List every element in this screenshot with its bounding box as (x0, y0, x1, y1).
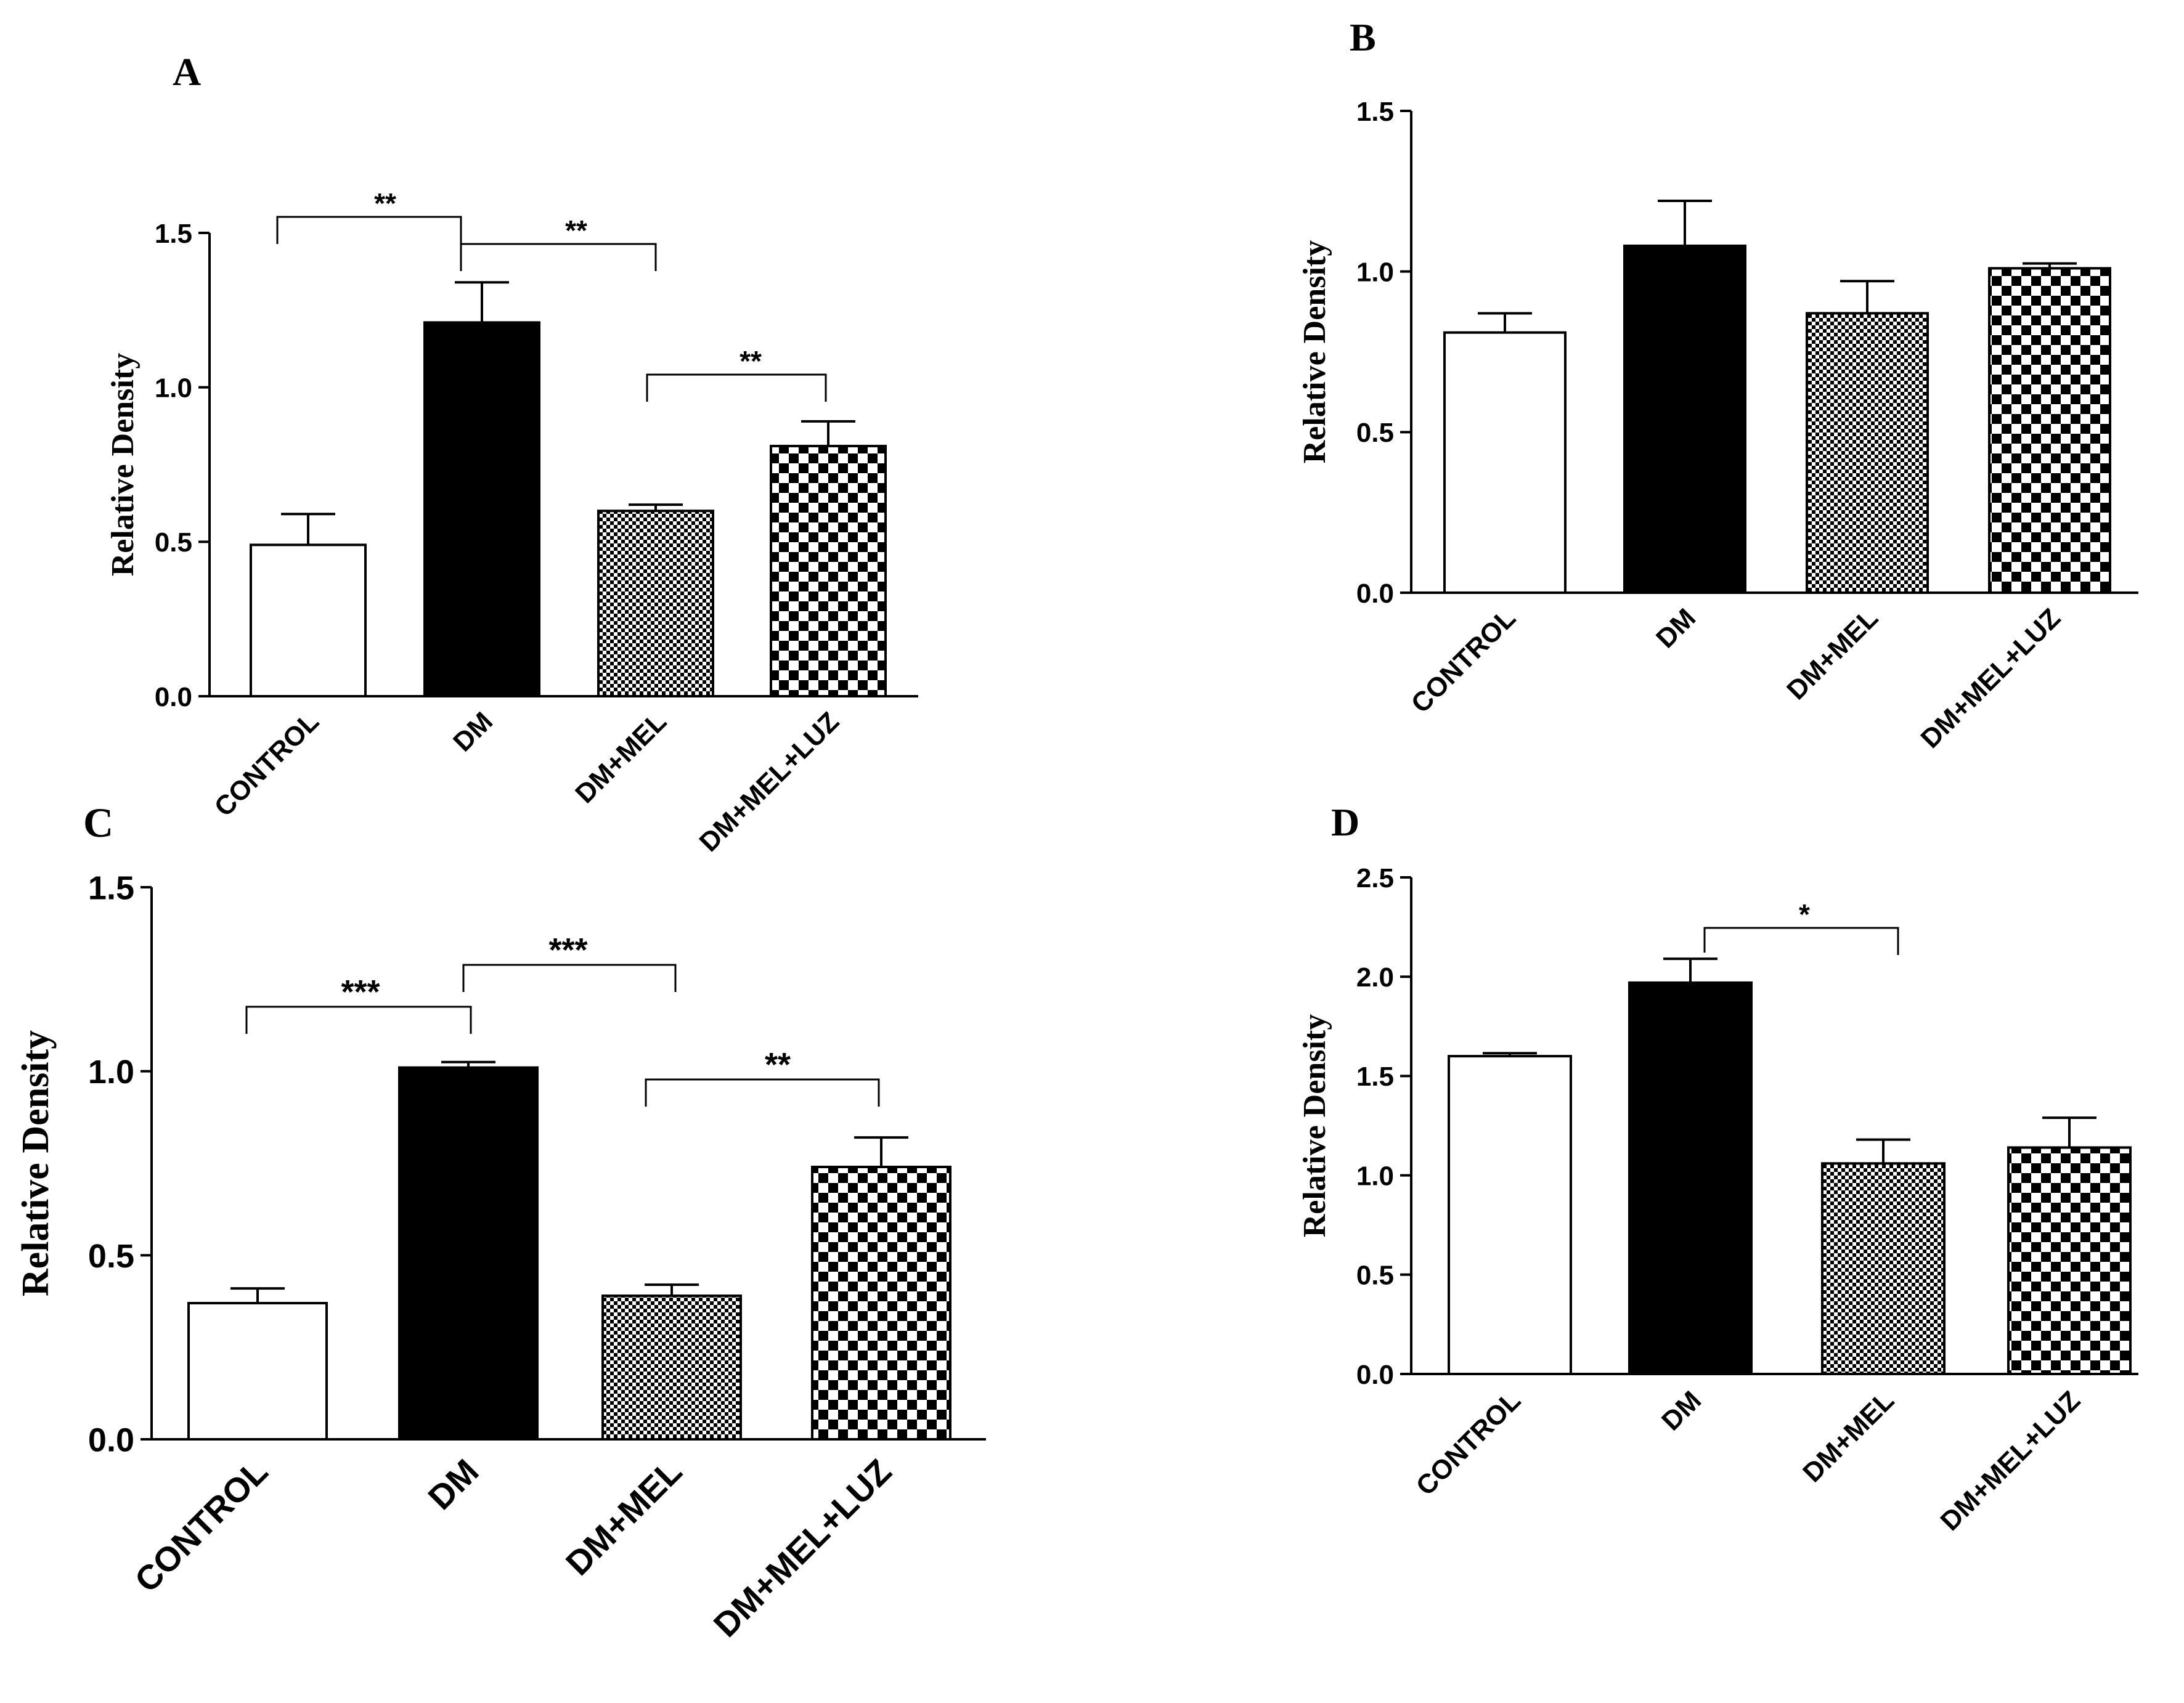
significance-bracket (460, 243, 657, 271)
category-label-control: CONTROL (127, 1452, 275, 1599)
significance-bracket (245, 1006, 472, 1034)
panel-d: D 0.0 0.5 1.0 1.5 2.0 2.5 Relative Density CONTR… (1297, 800, 2138, 1537)
y-tick-label: 0.5 (88, 1238, 134, 1275)
bar-dm-mel-luz (770, 444, 887, 697)
bar-dm (1623, 244, 1746, 594)
category-label-dm: DM (1656, 1385, 1707, 1436)
y-tick-label: 2.5 (1356, 863, 1394, 893)
y-tick-label: 1.5 (155, 219, 192, 249)
significance-bracket (276, 216, 462, 244)
category-label-dm-mel-luz: DM+MEL+LUZ (1915, 603, 2067, 754)
bar-control (187, 1301, 328, 1441)
y-tick-label: 0.0 (1356, 1360, 1394, 1390)
y-tick-label: 0.0 (88, 1421, 134, 1458)
significance-label: ** (565, 214, 587, 246)
category-label-dm-mel: DM+MEL (558, 1452, 690, 1583)
y-axis-label: Relative Density (1297, 1014, 1332, 1237)
significance-label: ** (740, 345, 762, 377)
y-tick-label: 1.0 (1356, 1161, 1394, 1191)
category-label-dm-mel: DM+MEL (569, 706, 672, 809)
y-tick-label: 1.5 (1356, 97, 1394, 127)
significance-label: *** (341, 973, 380, 1010)
category-label-dm: DM (420, 1452, 486, 1517)
panel-b: B 0.0 0.5 1.0 1.5 Relative Density CONTROL DM DM… (1297, 15, 2138, 754)
category-label-dm-mel-luz: DM+MEL+LUZ (1935, 1385, 2087, 1537)
y-axis-label: Relative Density (1297, 240, 1332, 463)
significance-bracket (645, 1078, 880, 1107)
y-tick-label: 1.5 (1356, 1062, 1394, 1092)
panel-c: C 0.0 0.5 1.0 1.5 Relative Density CONTROL DM DM… (15, 799, 986, 1644)
bar-dm (423, 321, 540, 697)
category-label-dm: DM (447, 706, 499, 757)
panel-a: A 0.0 0.5 1.0 1.5 Relative Density CONTROL DM DM… (105, 50, 918, 858)
significance-label: * (1799, 898, 1810, 930)
y-tick-label: 0.0 (1356, 579, 1394, 609)
significance-label: ** (374, 187, 396, 219)
category-label-control: CONTROL (1411, 1385, 1526, 1501)
category-label-control: CONTROL (1406, 603, 1522, 718)
bar-dm-mel (1821, 1162, 1946, 1375)
bar-dm-mel (597, 510, 714, 697)
category-label-control: CONTROL (209, 706, 325, 822)
significance-label: ** (765, 1046, 791, 1083)
panel-letter: C (83, 799, 113, 846)
panel-letter: B (1350, 15, 1376, 59)
y-tick-label: 1.0 (1356, 258, 1394, 288)
bar-dm-mel-luz (1988, 267, 2111, 595)
y-tick-label: 1.5 (88, 869, 134, 906)
bar-dm-mel (1806, 312, 1929, 594)
y-tick-label: 0.5 (155, 527, 192, 558)
panel-letter: D (1331, 800, 1359, 844)
panel-letter: A (173, 50, 201, 94)
bar-dm-mel-luz (2007, 1146, 2132, 1375)
bar-dm-mel (601, 1295, 742, 1441)
y-tick-label: 0.5 (1356, 1261, 1394, 1291)
y-tick-label: 1.0 (155, 373, 192, 404)
category-label-dm-mel-luz: DM+MEL+LUZ (694, 706, 845, 858)
category-label-dm-mel: DM+MEL (1781, 603, 1884, 705)
y-tick-label: 0.5 (1356, 418, 1394, 448)
category-label-dm: DM (1650, 603, 1701, 654)
y-tick-label: 1.0 (88, 1054, 134, 1091)
category-label-dm-mel-luz: DM+MEL+LUZ (706, 1452, 899, 1644)
y-tick-label: 2.0 (1356, 962, 1394, 993)
panels: A 0.0 0.5 1.0 1.5 Relative Density CONTROL DM DM… (15, 15, 2138, 1644)
bar-dm-mel-luz (811, 1165, 951, 1441)
category-label-dm-mel: DM+MEL (1797, 1385, 1900, 1488)
bar-control (1448, 1055, 1572, 1376)
significance-label: *** (548, 932, 587, 969)
y-tick-label: 0.0 (155, 682, 192, 712)
significance-bracket (1703, 927, 1899, 955)
bar-dm (1628, 981, 1753, 1375)
bar-control (1443, 331, 1567, 594)
significance-bracket (462, 964, 677, 992)
y-axis-label: Relative Density (15, 1030, 57, 1296)
bar-dm (398, 1066, 539, 1441)
bar-control (250, 543, 367, 698)
y-axis-label: Relative Density (105, 353, 141, 576)
significance-bracket (646, 373, 827, 402)
